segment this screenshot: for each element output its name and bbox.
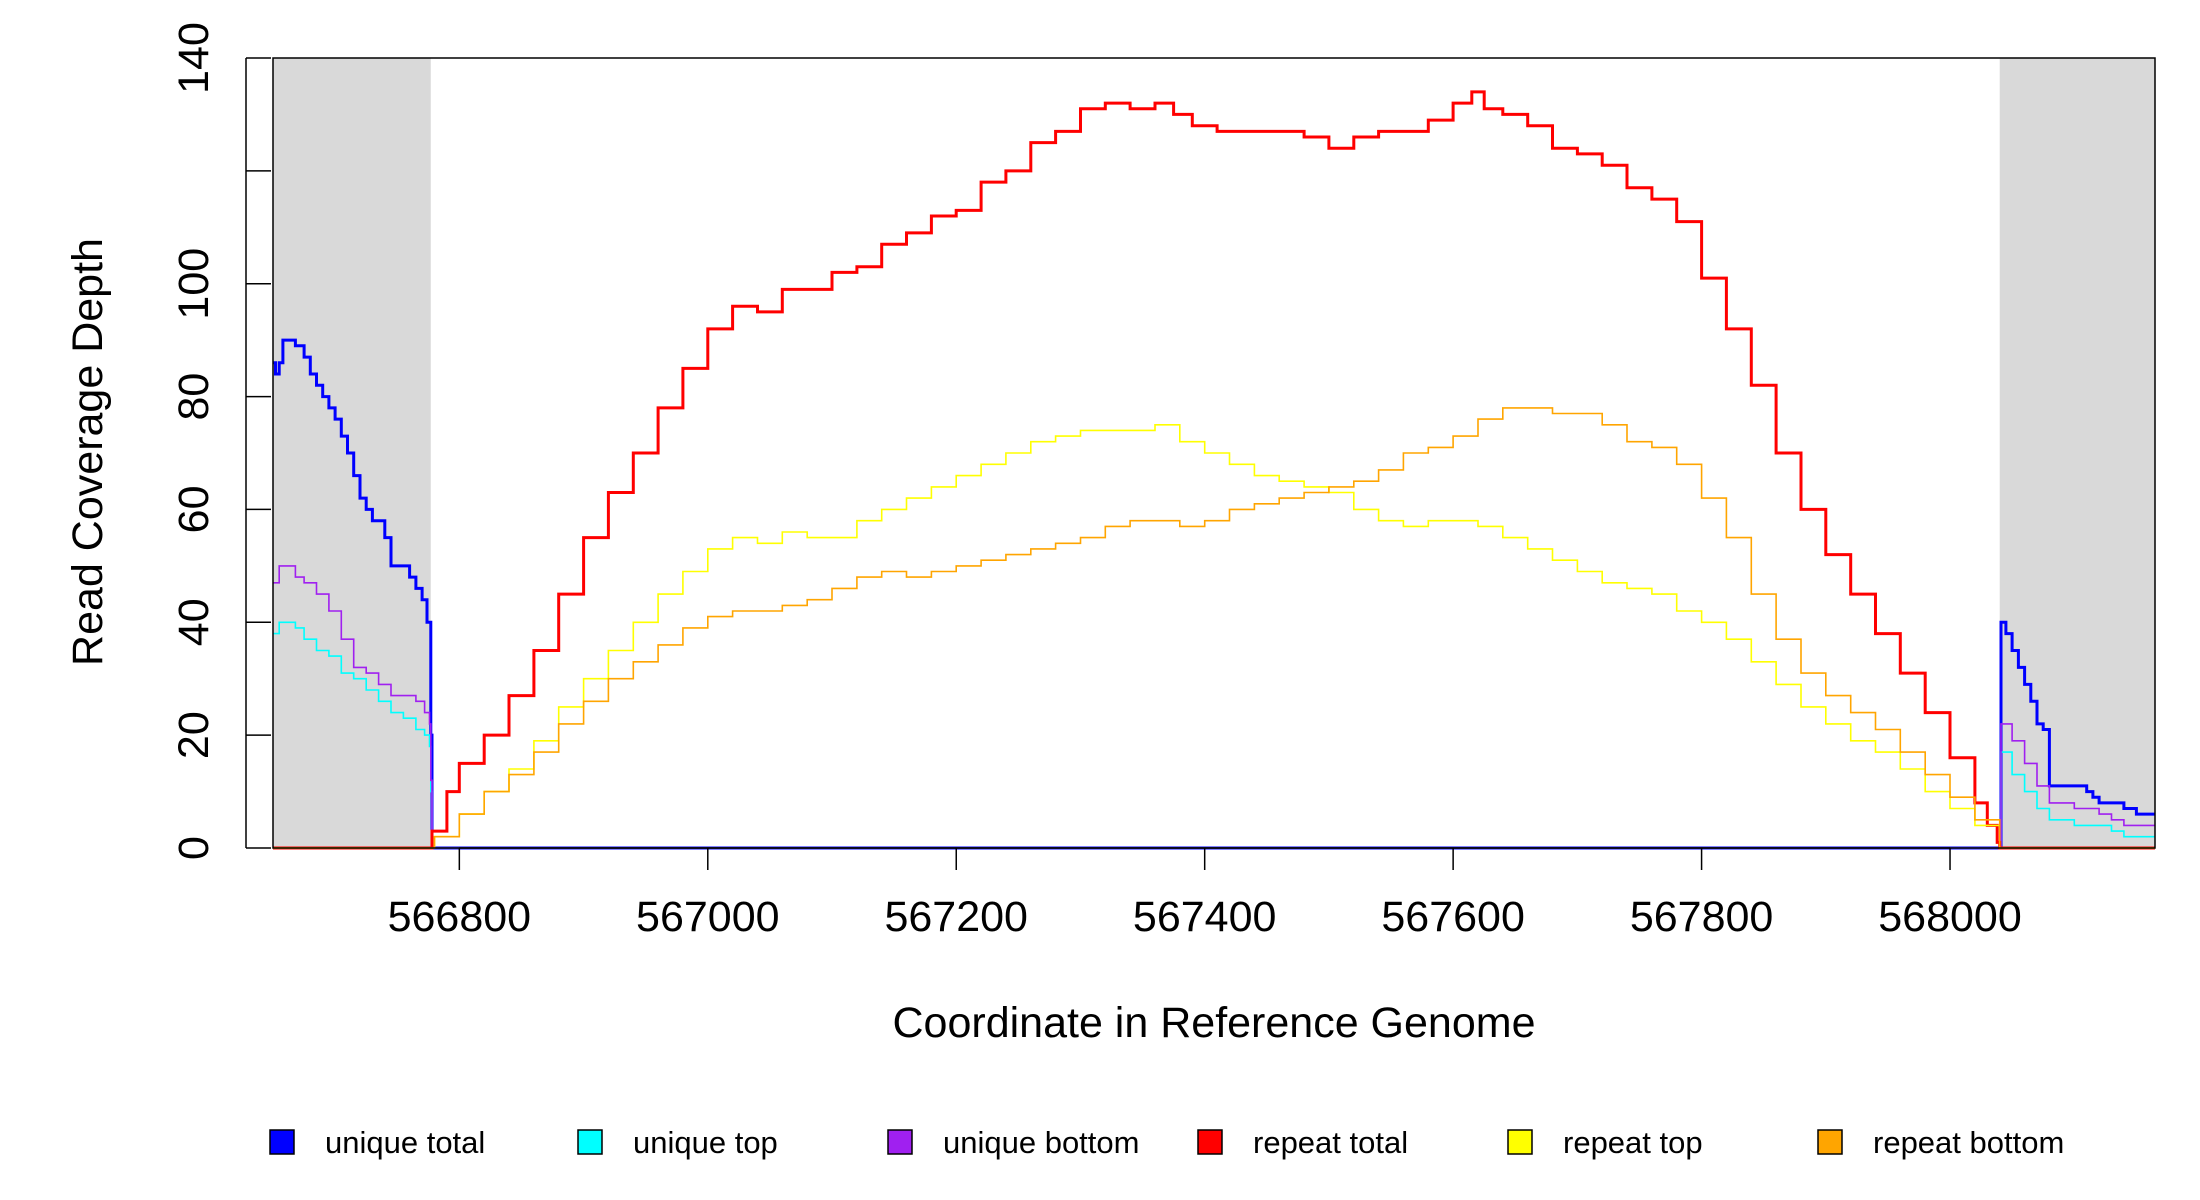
series-line-unique-bottom (273, 565, 2155, 849)
x-tick-label: 568000 (1878, 893, 2022, 941)
series-line-repeat-top (273, 424, 2155, 849)
y-tick-label: 60 (170, 486, 218, 534)
series-lines (273, 90, 2155, 850)
legend-label: unique total (325, 1125, 485, 1160)
legend-swatch (887, 1129, 913, 1155)
x-axis: 566800 567000 567200 567400 567600 567800 5680… (388, 847, 2022, 941)
x-tick-label: 567200 (884, 893, 1028, 941)
legend-label: repeat bottom (1873, 1125, 2064, 1160)
legend: unique total unique top unique bottom repea… (269, 1125, 2064, 1160)
shaded-region-1 (1999, 58, 2155, 848)
x-tick-label: 567000 (636, 893, 780, 941)
legend-swatch (1817, 1129, 1843, 1155)
y-tick-label: 100 (170, 248, 218, 320)
series-line-repeat-total (273, 90, 2155, 850)
y-axis-title: Read Coverage Depth (64, 238, 112, 666)
series-line-unique-top (273, 621, 2155, 849)
y-axis: 0 20 40 60 80 100 140 (170, 22, 271, 860)
x-tick-label: 566800 (388, 893, 532, 941)
legend-label: unique top (633, 1125, 778, 1160)
legend-label: unique bottom (943, 1125, 1139, 1160)
y-tick-label: 20 (170, 711, 218, 759)
series-line-repeat-bottom (273, 407, 2155, 849)
x-axis-title: Coordinate in Reference Genome (893, 999, 1536, 1047)
legend-label: repeat top (1563, 1125, 1703, 1160)
legend-swatch (577, 1129, 603, 1155)
legend-swatch (1507, 1129, 1533, 1155)
x-tick-label: 567600 (1381, 893, 1525, 941)
y-tick-label: 0 (170, 836, 218, 860)
legend-label: repeat total (1253, 1125, 1408, 1160)
legend-swatch (1197, 1129, 1223, 1155)
x-tick-label: 567400 (1133, 893, 1277, 941)
y-tick-label: 80 (170, 373, 218, 421)
y-tick-label: 40 (170, 598, 218, 646)
series-line-unique-total (273, 338, 2155, 850)
x-tick-label: 567800 (1630, 893, 1774, 941)
legend-swatch (269, 1129, 295, 1155)
y-tick-label: 140 (170, 22, 218, 94)
